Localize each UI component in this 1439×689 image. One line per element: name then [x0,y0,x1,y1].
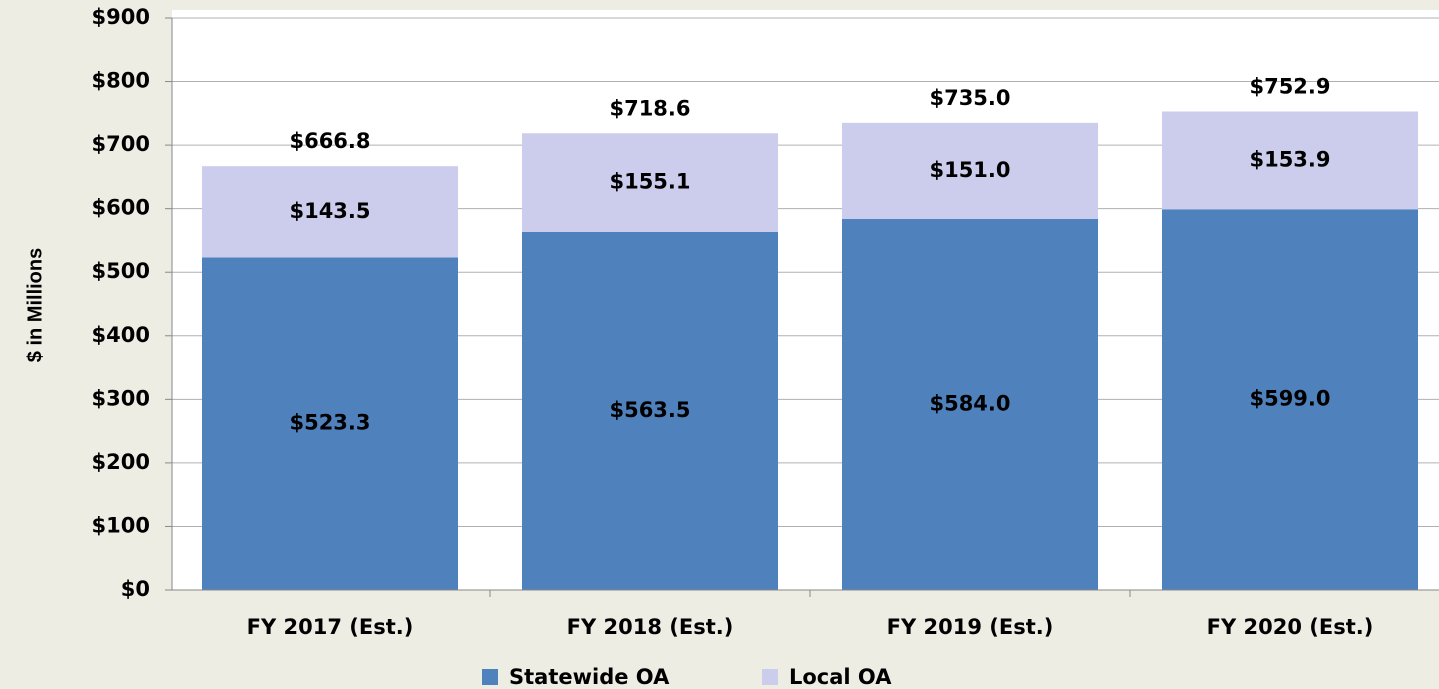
y-tick-label: $700 [92,132,150,156]
x-tick-label: FY 2019 (Est.) [887,615,1054,639]
bar-segment [202,166,458,258]
bar-segment [202,257,458,590]
total-label: $752.9 [1249,74,1330,98]
y-tick-label: $400 [92,323,150,347]
total-label: $735.0 [929,86,1010,110]
bar-value-label: $563.5 [609,398,690,422]
total-label: $666.8 [289,129,370,153]
x-tick-label: FY 2017 (Est.) [247,615,414,639]
bar-value-label: $153.9 [1249,147,1330,171]
bar-segment [1162,111,1418,210]
y-tick-label: $500 [92,259,150,283]
bar-segment [1162,209,1418,590]
bar-value-label: $523.3 [289,411,370,435]
bar-segment [842,218,1098,590]
legend-swatch [762,669,778,685]
bar-value-label: $599.0 [1249,387,1330,411]
bar-segment [522,231,778,590]
legend-swatch [482,669,498,685]
bar-value-label: $143.5 [289,199,370,223]
bar-value-label: $155.1 [609,170,690,194]
legend-label: Local OA [789,665,892,689]
y-tick-label: $900 [92,5,150,29]
x-tick-label: FY 2020 (Est.) [1207,615,1374,639]
y-tick-label: $800 [92,69,150,93]
bar-value-label: $584.0 [929,391,1010,415]
y-tick-label: $200 [92,450,150,474]
x-tick-label: FY 2018 (Est.) [567,615,734,639]
y-tick-label: $300 [92,386,150,410]
bar-segment [842,122,1098,219]
total-label: $718.6 [609,96,690,120]
y-tick-label: $0 [121,577,150,601]
y-tick-label: $100 [92,513,150,537]
bar-value-label: $151.0 [929,158,1010,182]
legend-label: Statewide OA [509,665,670,689]
bar-segment [522,133,778,232]
y-tick-label: $600 [92,196,150,220]
y-axis-label: $ in Millions [24,248,46,362]
